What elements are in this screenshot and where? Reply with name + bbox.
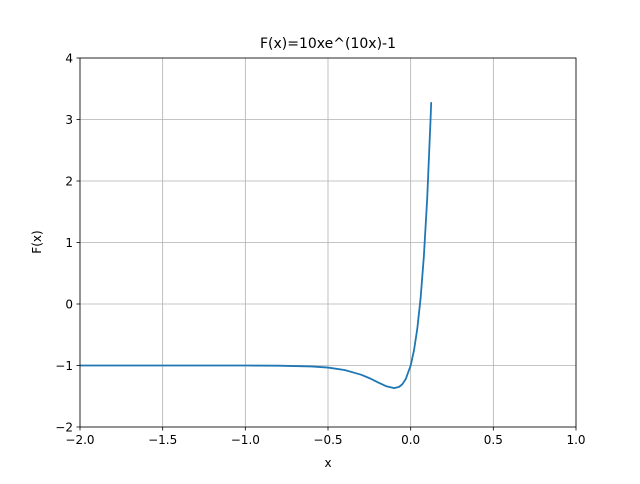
x-tick-label: −1.0 [231, 433, 260, 447]
y-tick-label: −2 [55, 421, 73, 435]
x-tick-label: 0.5 [484, 433, 503, 447]
axes-layer: −2.0 −1.5 −1.0 −0.5 0.0 0.5 1.0 −2 −1 0 1 2 3 4 [55, 52, 585, 448]
y-axis-label: F(x) [30, 230, 44, 253]
series-line [80, 102, 433, 390]
x-tick-label: −1.5 [148, 433, 177, 447]
x-tick-label: 0.0 [401, 433, 420, 447]
data-layer [80, 102, 433, 390]
y-tick-label: 3 [65, 113, 73, 127]
y-tick-label: 4 [65, 52, 73, 66]
chart-title: F(x)=10xe^(10x)-1 [260, 36, 396, 52]
y-tick-label: 0 [65, 298, 73, 312]
grid-lines [79, 57, 577, 428]
y-tick-label: 2 [65, 175, 73, 189]
x-tick-label: −0.5 [313, 433, 342, 447]
y-tick-label: −1 [55, 359, 73, 373]
x-tick-label: −2.0 [65, 433, 94, 447]
x-axis-label: x [324, 456, 331, 470]
x-tick-label: 1.0 [566, 433, 585, 447]
axes-frame [79, 57, 577, 428]
y-tick-label: 1 [65, 236, 73, 250]
